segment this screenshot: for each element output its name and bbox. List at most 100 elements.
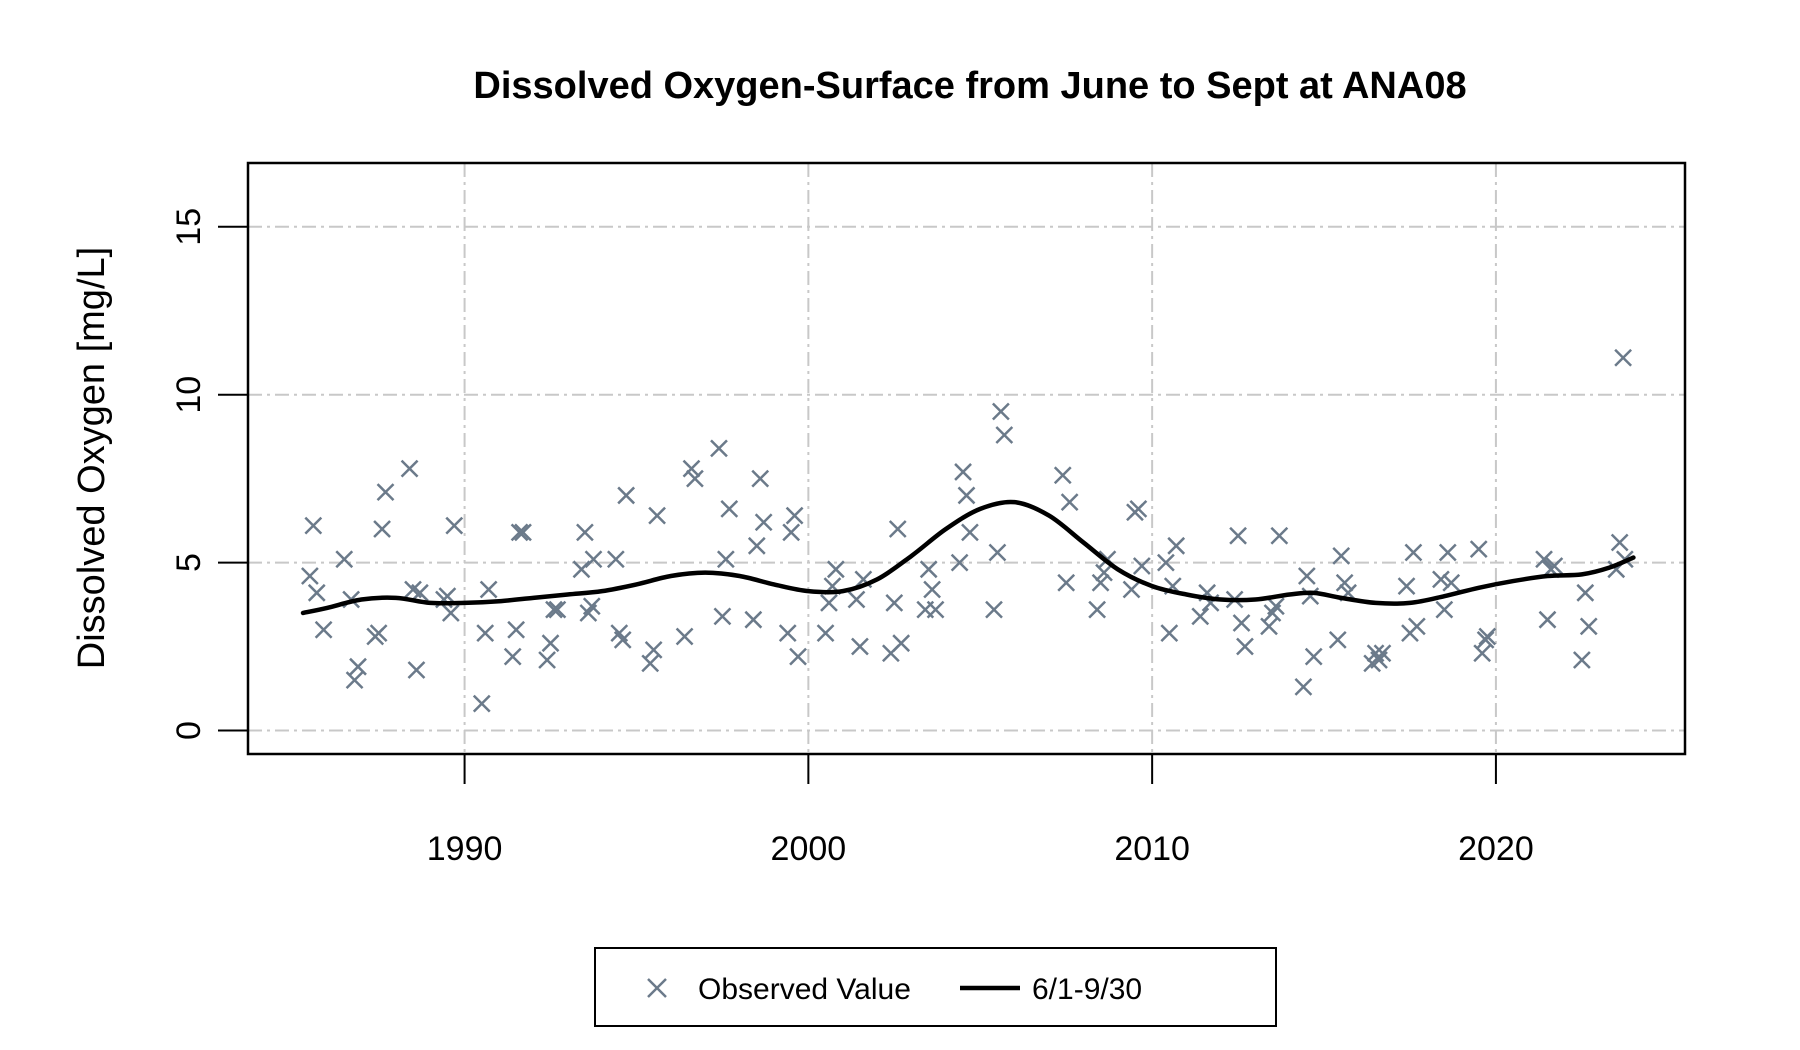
data-point xyxy=(376,483,395,501)
data-point xyxy=(1432,570,1450,589)
data-point xyxy=(1407,617,1426,636)
data-point xyxy=(1328,630,1347,649)
data-point xyxy=(710,439,728,458)
data-point xyxy=(1260,617,1278,636)
data-point xyxy=(991,402,1010,421)
data-point xyxy=(1335,573,1354,592)
data-point xyxy=(816,624,835,642)
data-point xyxy=(1057,573,1076,592)
data-point xyxy=(1478,627,1497,646)
data-point xyxy=(847,590,866,609)
data-point xyxy=(919,560,938,579)
data-point xyxy=(510,523,529,542)
data-point xyxy=(307,583,326,602)
data-point xyxy=(1157,553,1175,572)
data-point xyxy=(576,523,594,542)
data-point xyxy=(1304,647,1323,666)
data-point xyxy=(1088,600,1107,619)
legend: Observed Value 6/1-9/30 xyxy=(594,947,1277,1027)
data-point xyxy=(1435,600,1454,619)
data-point xyxy=(1576,583,1595,602)
data-point xyxy=(479,580,498,599)
legend-label-observed: Observed Value xyxy=(698,973,911,1006)
data-point xyxy=(300,567,319,585)
y-tick-label: 5 xyxy=(170,553,208,572)
x-tick-label: 2010 xyxy=(1114,830,1190,868)
grid xyxy=(248,163,1685,754)
data-point xyxy=(923,580,942,599)
data-point xyxy=(606,550,625,569)
observed-points xyxy=(300,348,1634,713)
data-point xyxy=(782,523,801,542)
data-point xyxy=(507,620,526,639)
data-point xyxy=(584,550,603,569)
data-point xyxy=(675,627,694,646)
data-point xyxy=(373,520,391,538)
data-point xyxy=(1270,526,1289,545)
data-point xyxy=(1404,543,1423,562)
data-point xyxy=(1535,550,1553,569)
data-point xyxy=(472,694,491,713)
data-point xyxy=(1469,540,1488,559)
data-point xyxy=(1160,624,1179,642)
y-axis-label: Dissolved Oxygen [mg/L] xyxy=(71,247,113,669)
data-point xyxy=(1579,617,1598,636)
data-point xyxy=(1060,493,1079,512)
data-point xyxy=(713,607,732,626)
data-point xyxy=(582,597,601,616)
data-point xyxy=(1373,644,1392,663)
data-point xyxy=(1538,610,1557,629)
data-point xyxy=(961,523,979,542)
data-point xyxy=(985,600,1003,619)
data-point xyxy=(1610,533,1629,552)
y-axis: 0 5 10 15 xyxy=(170,208,249,740)
data-point xyxy=(744,610,763,629)
data-point xyxy=(720,499,739,518)
data-point xyxy=(641,654,660,673)
data-point xyxy=(541,634,560,653)
data-point xyxy=(851,637,869,656)
data-point xyxy=(747,536,766,555)
data-point xyxy=(613,630,632,649)
data-point xyxy=(888,520,907,538)
trend-line xyxy=(300,499,1636,616)
legend-marker-x xyxy=(647,978,667,998)
data-point xyxy=(789,647,807,666)
data-point xyxy=(785,506,804,525)
data-point xyxy=(369,624,388,642)
data-point xyxy=(820,594,838,612)
data-point xyxy=(754,513,773,532)
data-point xyxy=(411,583,429,602)
data-point xyxy=(1236,637,1254,656)
data-point xyxy=(1473,644,1492,663)
data-point xyxy=(445,516,464,535)
data-point xyxy=(1294,677,1313,696)
y-tick-label: 10 xyxy=(170,376,208,414)
data-point xyxy=(644,641,663,659)
data-point xyxy=(548,600,567,619)
data-point xyxy=(1232,614,1251,632)
data-point xyxy=(826,560,845,579)
data-point xyxy=(538,651,556,669)
data-point xyxy=(1438,543,1457,562)
data-point xyxy=(407,661,426,679)
data-point xyxy=(441,604,460,622)
chart-title: Dissolved Oxygen-Surface from June to Se… xyxy=(473,65,1466,107)
data-point xyxy=(400,459,419,478)
legend-label-trend: 6/1-9/30 xyxy=(1032,973,1142,1006)
data-point xyxy=(1129,499,1148,518)
data-point xyxy=(1091,573,1110,592)
x-axis: 1990 2000 2010 2020 xyxy=(427,753,1534,868)
data-point xyxy=(926,600,945,619)
data-point xyxy=(1191,607,1210,626)
x-tick-label: 2020 xyxy=(1458,830,1534,868)
data-point xyxy=(682,459,701,478)
data-point xyxy=(617,486,636,505)
data-point xyxy=(892,634,911,653)
data-point xyxy=(1614,348,1633,367)
data-point xyxy=(1297,567,1316,585)
y-tick-label: 0 xyxy=(170,721,208,740)
data-point xyxy=(476,624,495,642)
data-point xyxy=(514,523,532,542)
